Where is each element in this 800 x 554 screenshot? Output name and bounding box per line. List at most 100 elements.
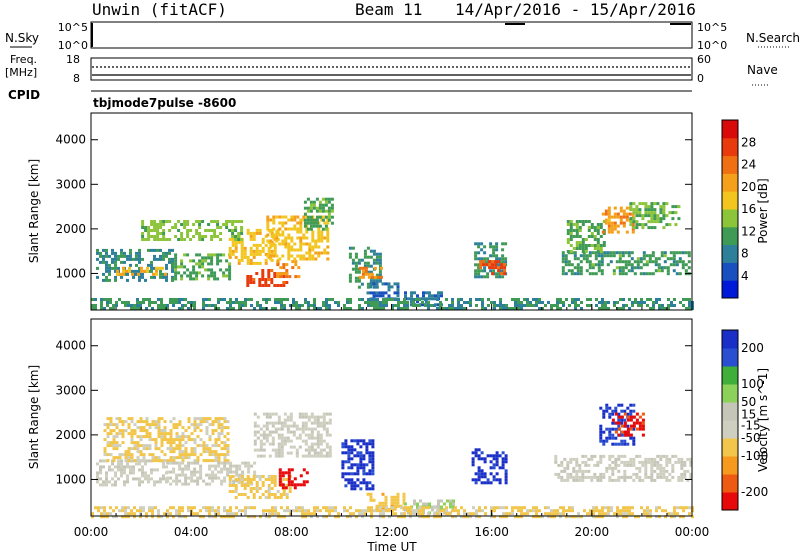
data-cell [109,417,113,421]
data-cell [647,214,651,218]
data-cell [667,307,670,310]
data-cell [313,448,317,452]
data-cell [658,506,661,510]
data-cell [130,429,134,433]
data-cell [337,512,340,516]
data-cell [349,307,352,310]
data-cell [480,481,484,485]
data-cell [661,307,664,310]
data-cell [593,226,597,229]
data-cell [372,285,376,289]
data-cell [351,258,355,262]
data-cell [622,509,625,513]
data-cell [584,250,588,253]
data-cell [298,415,302,419]
data-cell [274,421,278,425]
data-cell [267,478,271,481]
data-cell [148,438,152,442]
data-cell [208,438,212,442]
data-cell [281,215,285,219]
data-cell [279,493,283,496]
data-cell [322,421,326,425]
data-cell [315,197,319,201]
data-cell [267,493,271,496]
data-cell [499,506,502,510]
data-cell [181,444,185,448]
station-title: Unwin (fitACF) [92,0,227,19]
data-cell [556,512,559,516]
data-cell [111,248,114,252]
data-cell [153,254,156,258]
data-cell [366,246,370,250]
data-cell [569,460,573,464]
data-cell [578,241,582,244]
data-cell [172,441,176,445]
data-cell [325,301,328,304]
data-cell [124,304,127,307]
data-cell [660,251,664,255]
data-cell [309,203,313,207]
data-cell [299,236,303,240]
data-cell [120,474,123,478]
data-cell [632,211,636,215]
data-cell [492,248,496,252]
data-cell [595,298,598,301]
data-cell [130,420,134,424]
data-cell [457,301,460,304]
data-cell [139,435,143,439]
data-cell [250,298,253,301]
data-cell [178,453,182,457]
data-cell [164,272,167,276]
y-tick-label: 1000 [55,472,86,486]
data-cell [407,297,410,301]
data-cell [225,226,229,229]
data-cell [223,479,227,483]
data-cell [159,223,163,226]
data-cell [566,466,570,470]
data-cell [492,478,496,482]
data-cell [258,243,262,247]
data-cell [617,454,621,458]
data-cell [223,435,227,439]
data-cell [416,300,419,304]
data-cell [659,469,663,473]
data-cell [590,223,594,226]
data-cell [480,257,484,261]
data-cell [514,304,517,307]
data-cell [609,251,613,255]
data-cell [639,257,643,261]
data-cell [391,304,394,307]
data-cell [151,438,155,442]
data-cell [356,463,360,467]
data-cell [264,252,268,256]
data-cell [277,301,280,304]
data-cell [501,275,505,279]
data-cell [557,475,561,479]
data-cell [645,260,649,264]
data-cell [225,220,229,223]
data-cell [96,257,99,261]
data-cell [229,461,233,465]
data-cell [635,214,639,218]
data-cell [280,304,283,307]
data-cell [250,304,253,307]
data-cell [344,451,348,455]
data-cell [597,260,601,264]
data-cell [579,260,583,264]
data-cell [454,515,457,519]
data-cell [632,442,636,446]
data-cell [252,261,256,265]
data-cell [596,226,600,229]
data-cell [141,232,145,235]
data-cell [660,266,664,270]
data-cell [262,307,265,310]
data-cell [302,254,306,258]
data-cell [174,271,178,275]
data-cell [105,248,108,252]
data-cell [310,436,314,440]
data-cell [610,224,614,228]
data-cell [207,274,211,278]
data-cell [344,460,348,464]
data-cell [109,301,112,304]
data-cell [629,220,633,224]
